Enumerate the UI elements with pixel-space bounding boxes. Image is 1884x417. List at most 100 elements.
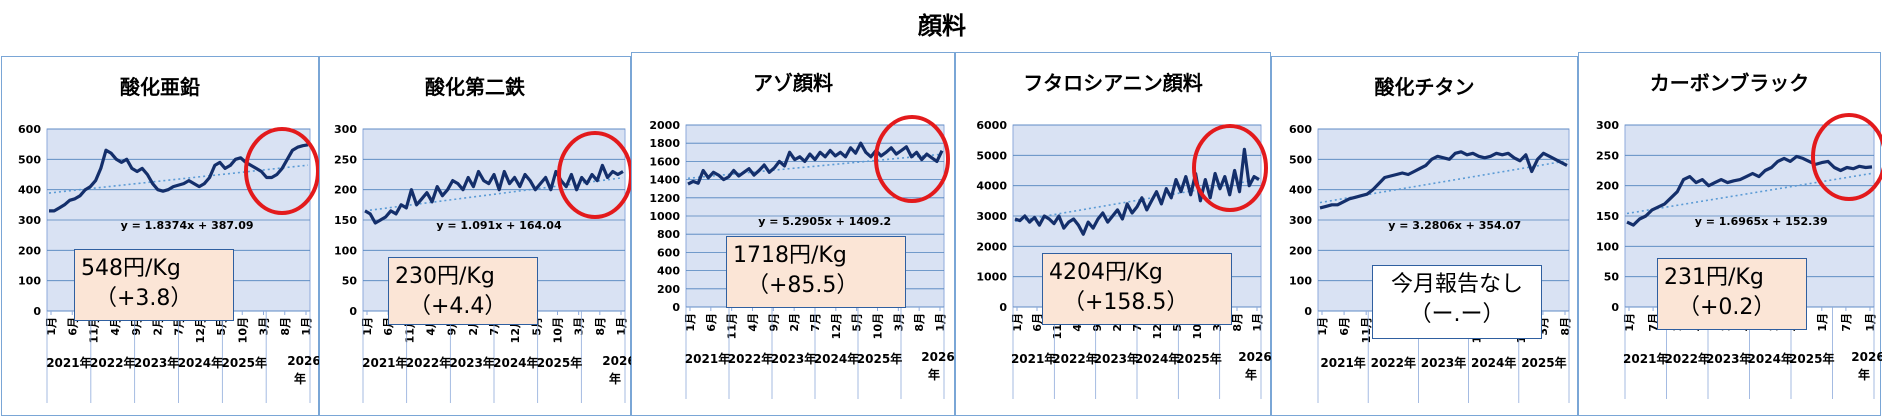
chart-panel-5: 酸化チタン01002003004005006001月6月11月4月9月2月7月1… — [1271, 56, 1578, 416]
y-tick-label: 400 — [1289, 184, 1312, 197]
year-label: 2023年 — [1706, 351, 1751, 366]
price-value: 230円/Kg — [395, 264, 495, 289]
year-label: 2023年 — [134, 355, 179, 370]
price-box: 230円/Kg （+4.4） — [388, 257, 538, 325]
x-tick-label: 3月 — [573, 317, 586, 336]
y-tick-label: 0 — [33, 305, 41, 318]
chart-panel-3: アゾ顔料 0 200 400 600 800 1000 1200 1400 1600 1800 200… — [631, 52, 955, 416]
x-tick-label: 4月 — [109, 317, 122, 336]
chart-panel-2: 酸化第二鉄 0 50 100 150 200 250 300 1月 6月 11月 4月 9月 2月 7月 12… — [319, 56, 632, 416]
y-tick-label: 250 — [1596, 149, 1619, 162]
y-tick-label: 200 — [657, 283, 680, 296]
price-value: 231円/Kg — [1664, 265, 1764, 290]
y-tick-label: 100 — [334, 244, 357, 257]
year-label: 2024年 — [1135, 351, 1180, 366]
price-change: （+85.5） — [747, 273, 859, 298]
y-tick-label: 1600 — [649, 155, 680, 168]
y-tick-label: 200 — [1596, 180, 1619, 193]
year-label: 2025年 — [857, 351, 902, 366]
year-label-suffix: 年 — [609, 371, 621, 386]
y-tick-label: 100 — [18, 275, 41, 288]
x-tick-label: 8月 — [1559, 317, 1572, 336]
x-tick-label: 6月 — [1338, 317, 1351, 336]
y-tick-label: 600 — [1289, 123, 1312, 136]
page-title: 顔料 — [918, 12, 966, 40]
x-tick-label: 1月 — [615, 317, 628, 336]
x-tick-label: 3月 — [892, 313, 905, 332]
y-tick-label: 300 — [1596, 119, 1619, 132]
price-box: 548円/Kg （+3.8） — [74, 249, 234, 321]
y-tick-label: 250 — [334, 153, 357, 166]
series-line — [1319, 150, 1568, 210]
year-label: 2021年 — [1623, 351, 1668, 366]
year-label: 2022年 — [406, 355, 451, 370]
year-label: 2026 — [602, 354, 632, 368]
y-tick-label: 1400 — [649, 174, 680, 187]
x-tick-label: 1月 — [361, 317, 374, 336]
y-tick-label: 1800 — [649, 137, 680, 150]
highlight-circle — [874, 115, 950, 203]
price-change: （+4.4） — [409, 294, 507, 319]
x-tick-label: 9月 — [130, 317, 143, 336]
trendline-equation: y = 1.6965x + 152.39 — [1695, 215, 1828, 228]
x-tick-label: 1月 — [1251, 313, 1264, 332]
y-tick-label: 1000 — [976, 271, 1007, 284]
y-tick-label: 1000 — [649, 210, 680, 223]
y-tick-label: 100 — [1289, 275, 1312, 288]
year-label: 2022年 — [90, 355, 135, 370]
price-box: 今月報告なし （ー.ー） — [1372, 265, 1542, 339]
year-label: 2021年 — [46, 355, 91, 370]
year-label: 2021年 — [1320, 355, 1365, 370]
chart-title: カーボンブラック — [1649, 71, 1810, 95]
y-tick-label: 500 — [1289, 153, 1312, 166]
price-change: （+0.2） — [1678, 295, 1776, 320]
year-label: 2024年 — [1748, 351, 1793, 366]
trendline-equation: y = 1.091x + 164.04 — [436, 219, 562, 232]
trend-line — [48, 164, 309, 194]
x-tick-label: 6月 — [705, 313, 718, 332]
year-label: 2026 — [1238, 350, 1271, 364]
year-label: 2023年 — [1421, 355, 1466, 370]
y-tick-label: 2000 — [649, 119, 680, 132]
highlight-circle — [1192, 124, 1268, 212]
y-tick-label: 5000 — [976, 149, 1007, 162]
year-label: 2022年 — [1665, 351, 1710, 366]
x-tick-label: 8月 — [913, 313, 926, 332]
year-label: 2025年 — [1176, 351, 1221, 366]
chart-panel-4: フタロシアニン顔料 0 1000 2000 3000 4000 5000 6000 1月 6月 11… — [955, 52, 1272, 416]
y-tick-label: 50 — [342, 275, 358, 288]
y-tick-label: 300 — [334, 123, 357, 136]
y-tick-label: 500 — [18, 153, 41, 166]
price-box: 4204円/Kg （+158.5） — [1042, 253, 1232, 325]
y-tick-label: 50 — [1604, 271, 1620, 284]
x-tick-label: 1月 — [300, 317, 313, 336]
x-tick-label: 1月 — [684, 313, 697, 332]
year-label: 2022年 — [1371, 355, 1416, 370]
year-label: 2024年 — [178, 355, 223, 370]
year-label: 2021年 — [1011, 351, 1056, 366]
year-label: 2025年 — [222, 355, 267, 370]
chart-svg: 01000200030004000500060001月6月11月4月9月2月7月… — [976, 119, 1272, 399]
y-tick-label: 0 — [1304, 305, 1312, 318]
year-label: 2025年 — [537, 355, 582, 370]
x-tick-label: 11月 — [1360, 317, 1373, 343]
highlight-circle — [1811, 113, 1882, 201]
year-label: 2024年 — [814, 351, 859, 366]
x-tick-label: 1月 — [1864, 313, 1877, 332]
x-tick-label: 6月 — [66, 317, 79, 336]
year-label: 2023年 — [1094, 351, 1139, 366]
chart-title: フタロシアニン顔料 — [1023, 71, 1203, 95]
y-tick-label: 400 — [18, 184, 41, 197]
x-tick-label: 2月 — [151, 317, 164, 336]
price-box: 231円/Kg （+0.2） — [1657, 258, 1807, 330]
x-tick-label: 10月 — [236, 317, 249, 343]
y-tick-label: 6000 — [976, 119, 1007, 132]
x-tick-label: 8月 — [279, 317, 292, 336]
y-tick-label: 100 — [1596, 240, 1619, 253]
price-value: 548円/Kg — [81, 256, 181, 281]
x-tick-label: 10月 — [552, 317, 565, 343]
series-line — [1626, 154, 1873, 227]
x-tick-label: 8月 — [594, 317, 607, 336]
x-tick-label: 1月 — [1816, 313, 1829, 332]
